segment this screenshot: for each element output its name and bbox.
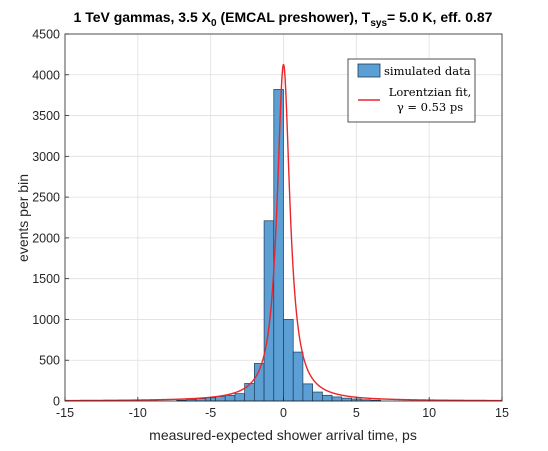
x-tick-label: -15 — [56, 406, 74, 420]
legend-entry-fit-line2: γ = 0.53 ps — [397, 100, 463, 114]
histogram-bars — [176, 89, 381, 402]
legend: simulated data Lorentzian fit, γ = 0.53 … — [347, 58, 476, 123]
y-tick-label: 3500 — [32, 109, 60, 123]
chart-title: 1 TeV gammas, 3.5 X0 (EMCAL preshower), … — [74, 9, 493, 29]
x-tick-label: 5 — [353, 406, 360, 420]
legend-swatch-histogram — [357, 63, 381, 78]
y-tick-label: 500 — [39, 354, 60, 368]
y-tick-label: 1000 — [32, 313, 60, 327]
x-tick-label: 0 — [280, 406, 287, 420]
x-tick-label: -10 — [129, 406, 147, 420]
x-tick-label: 15 — [495, 406, 509, 420]
histogram-bar — [283, 319, 294, 402]
legend-entry-simulated-data: simulated data — [384, 64, 471, 78]
histogram-bar — [321, 394, 333, 402]
histogram-bar — [244, 383, 255, 402]
y-axis-label: events per bin — [15, 174, 31, 262]
histogram-bar — [331, 396, 343, 402]
histogram-bar — [312, 391, 323, 402]
histogram-bar — [341, 397, 352, 402]
y-tick-label: 4000 — [32, 68, 60, 82]
histogram-bar — [234, 393, 246, 402]
y-tick-label: 2500 — [32, 191, 60, 205]
y-tick-label: 2000 — [32, 231, 60, 245]
y-tick-label: 0 — [53, 395, 60, 409]
x-axis-label: measured-expected shower arrival time, p… — [149, 427, 417, 443]
x-tick-label: -5 — [205, 406, 216, 420]
histogram-bar — [302, 383, 313, 402]
x-tick-label: 10 — [422, 406, 436, 420]
axis-ticks: -15 -10 -5 0 5 10 15 0 500 1000 1500 2000 2500 3000 35… — [32, 28, 509, 421]
histogram-bar — [224, 394, 236, 402]
y-tick-label: 3000 — [32, 150, 60, 164]
y-tick-label: 4500 — [32, 28, 60, 42]
y-tick-label: 1500 — [32, 272, 60, 286]
histogram-bar — [292, 351, 304, 402]
histogram-bar — [263, 220, 275, 402]
legend-entry-fit-line1: Lorentzian fit, — [389, 85, 472, 99]
